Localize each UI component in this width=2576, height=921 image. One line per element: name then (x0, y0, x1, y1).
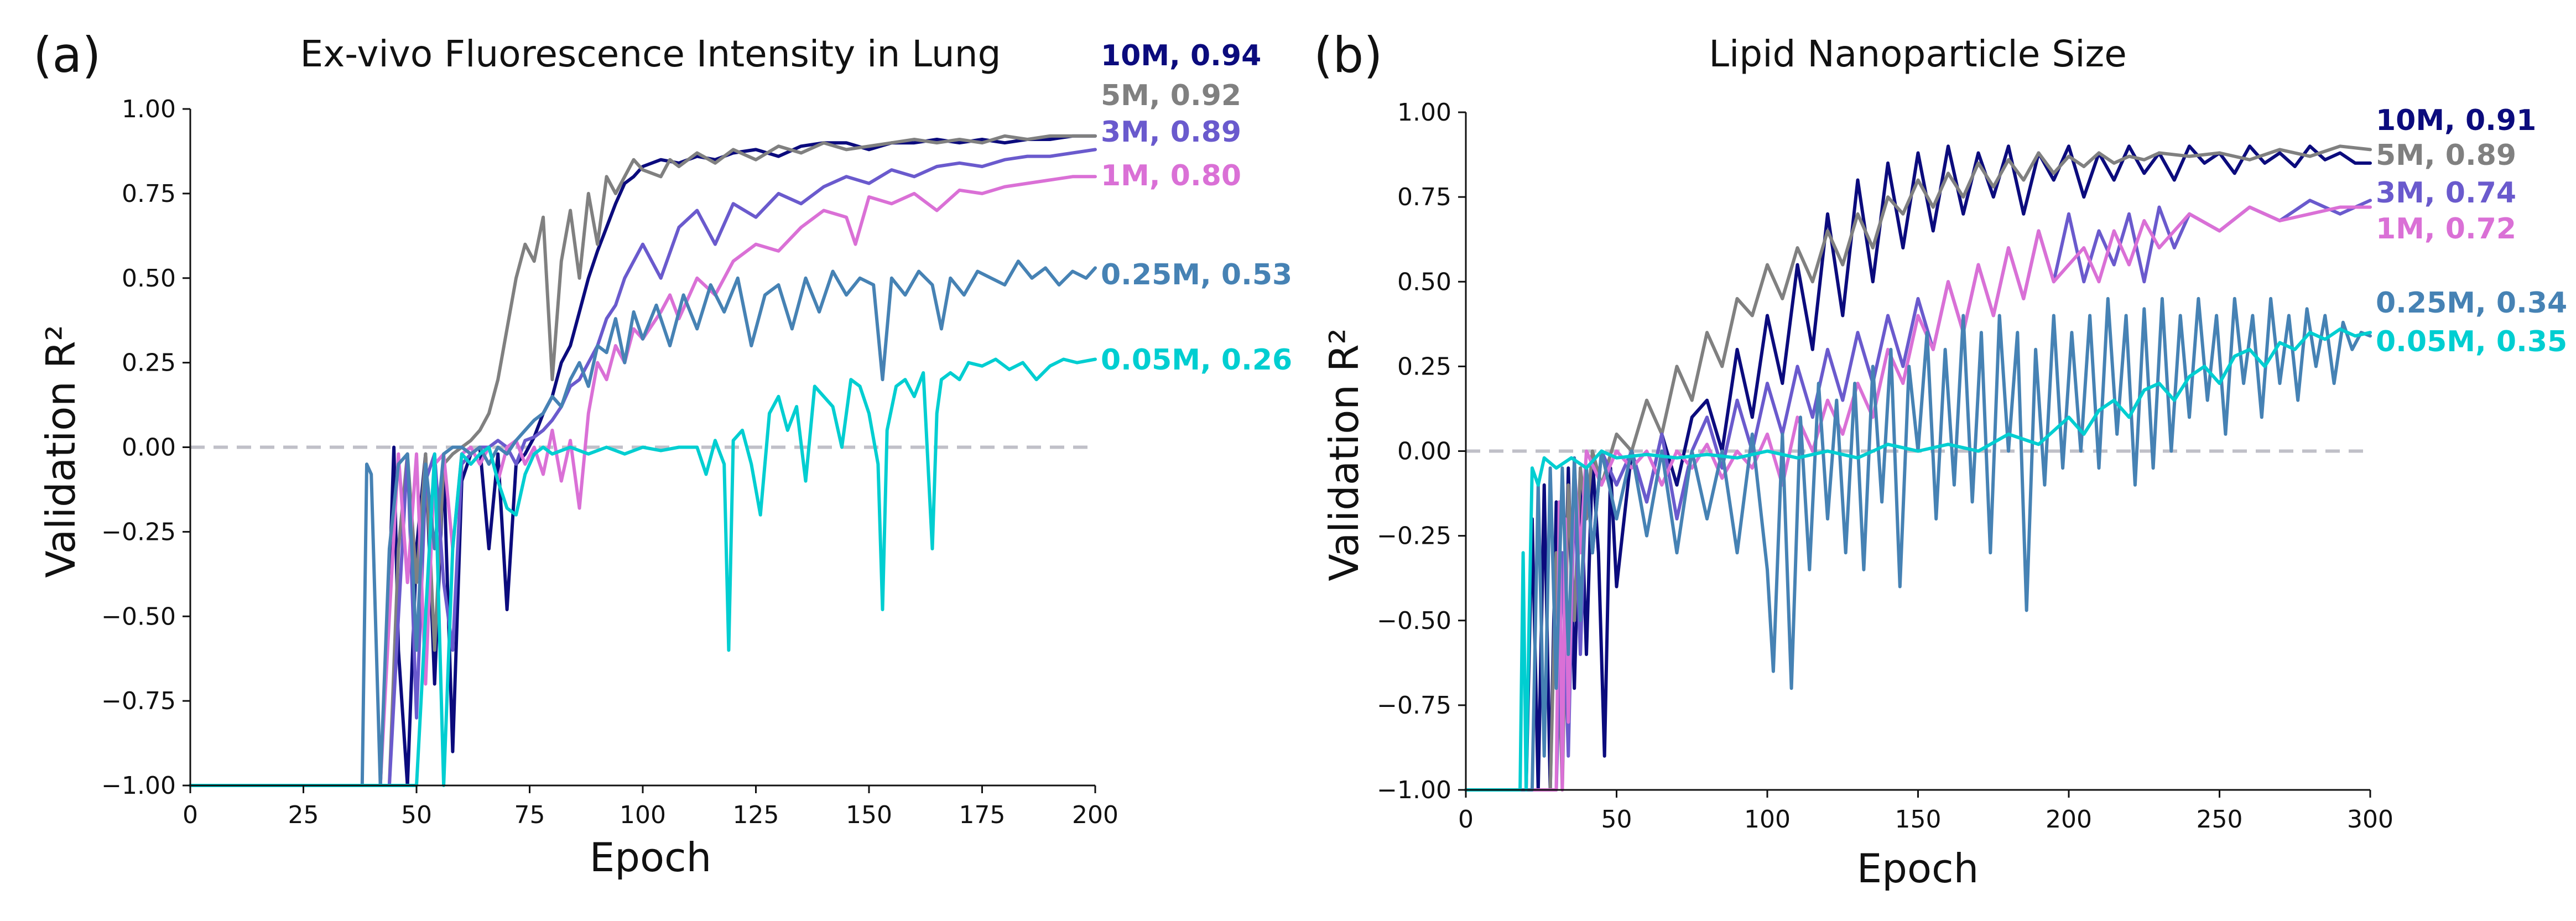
y-tick-label: −0.75 (101, 687, 176, 715)
y-tick-label: −1.00 (1377, 776, 1451, 804)
legend-label-1M: 1M, 0.80 (1101, 159, 1241, 192)
legend-label-3M: 3M, 0.89 (1101, 116, 1241, 149)
y-tick-label: 1.00 (122, 95, 176, 123)
x-tick-label: 175 (959, 801, 1006, 829)
x-tick-label: 0 (1458, 805, 1474, 834)
legend-label-0_25M: 0.25M, 0.53 (1101, 258, 1292, 292)
y-tick-label: 0.75 (1397, 183, 1451, 211)
x-tick-label: 150 (1895, 805, 1942, 834)
legend-label-1M: 1M, 0.72 (2376, 212, 2516, 246)
y-tick-label: 0.50 (1397, 268, 1451, 296)
panel-a-label: (a) (33, 27, 101, 84)
panel-b-label: (b) (1314, 27, 1383, 84)
panel-a-ylabel: Validation R² (38, 325, 84, 577)
y-tick-label: −0.50 (101, 602, 176, 631)
y-tick-label: 0.00 (122, 434, 176, 462)
y-tick-label: −0.75 (1377, 691, 1451, 720)
y-tick-label: 0.25 (1397, 352, 1451, 381)
x-tick-label: 100 (1744, 805, 1791, 834)
legend-label-5M: 5M, 0.92 (1101, 79, 1241, 112)
x-tick-label: 125 (733, 801, 779, 829)
x-tick-label: 25 (288, 801, 319, 829)
series-line-3M (1464, 199, 2372, 792)
panel-b-plot: −1.00 −0.75 −0.50 −0.25 0.00 0.25 0.50 0.75 1.00… (1377, 98, 2567, 834)
series-line-1M (189, 175, 1097, 787)
y-tick-label: 0.50 (122, 264, 176, 293)
y-tick-label: 0.00 (1397, 438, 1451, 466)
panel-a: (a) Ex-vivo Fluorescence Intensity in Lu… (33, 27, 1292, 881)
y-tick-label: 0.25 (122, 349, 176, 377)
series-line-0_25M (189, 259, 1097, 787)
x-tick-label: 250 (2197, 805, 2243, 834)
legend-label-0_05M: 0.05M, 0.26 (1101, 344, 1292, 377)
legend-label-5M: 5M, 0.89 (2376, 139, 2516, 172)
series-line-3M (189, 148, 1097, 787)
panel-b: (b) Lipid Nanoparticle Size −1.00 −0.75 −0… (1314, 27, 2567, 892)
y-tick-label: −1.00 (101, 772, 176, 800)
y-tick-label: −0.25 (1377, 522, 1451, 550)
legend-label-3M: 3M, 0.74 (2376, 176, 2516, 210)
panel-a-xlabel: Epoch (590, 834, 711, 881)
y-tick-label: −0.25 (101, 518, 176, 546)
panel-b-xlabel: Epoch (1857, 845, 1979, 892)
panel-a-title: Ex-vivo Fluorescence Intensity in Lung (300, 33, 1001, 75)
y-tick-label: 1.00 (1397, 98, 1451, 127)
panel-b-ylabel: Validation R² (1321, 328, 1367, 581)
series-line-10M (1464, 144, 2372, 792)
series-line-0_05M (189, 357, 1097, 787)
series-line-0_25M (1464, 296, 2372, 792)
panel-b-title: Lipid Nanoparticle Size (1709, 33, 2127, 75)
x-tick-label: 75 (514, 801, 545, 829)
x-tick-label: 200 (1072, 801, 1118, 829)
legend-label-0_25M: 0.25M, 0.34 (2376, 287, 2567, 320)
x-tick-label: 300 (2347, 805, 2393, 834)
x-tick-label: 100 (620, 801, 666, 829)
legend-label-0_05M: 0.05M, 0.35 (2376, 325, 2567, 358)
series-line-5M (189, 134, 1097, 787)
x-tick-label: 200 (2046, 805, 2092, 834)
y-tick-label: 0.75 (122, 180, 176, 208)
x-tick-label: 50 (401, 801, 432, 829)
series-line-0_05M (1464, 327, 2372, 792)
y-tick-label: −0.50 (1377, 607, 1451, 635)
x-tick-label: 50 (1601, 805, 1632, 834)
legend-label-10M: 10M, 0.91 (2376, 104, 2536, 137)
x-tick-label: 150 (846, 801, 892, 829)
series-line-10M (189, 134, 1097, 787)
x-tick-label: 0 (183, 801, 198, 829)
legend-label-10M: 10M, 0.94 (1101, 39, 1261, 72)
panel-a-plot: −1.00 −0.75 −0.50 −0.25 0.00 0.25 0.50 0.75 1.00… (101, 39, 1292, 829)
